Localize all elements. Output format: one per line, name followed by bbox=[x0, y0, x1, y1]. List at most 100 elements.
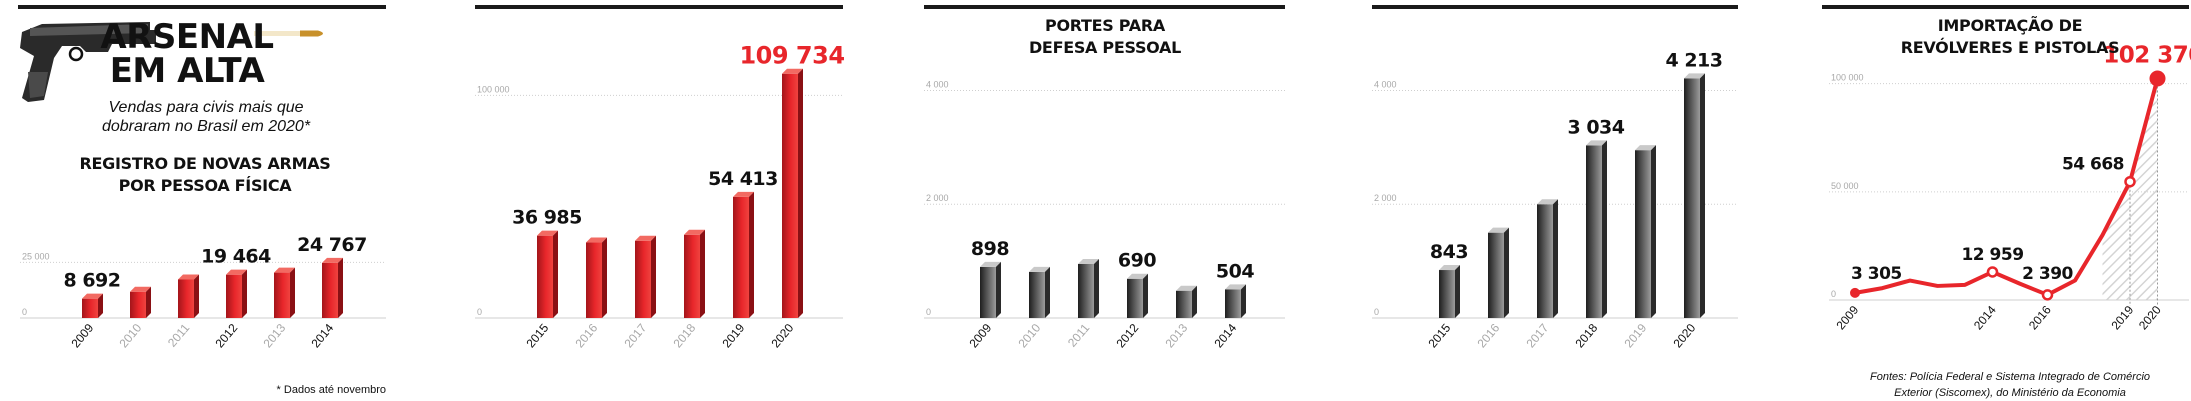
bar-side bbox=[1143, 273, 1148, 318]
y-tick-label: 0 bbox=[477, 307, 482, 317]
x-tick-label: 2013 bbox=[260, 321, 288, 351]
bar bbox=[1439, 265, 1460, 318]
headline: ARSENAL EM ALTA bbox=[92, 20, 282, 88]
bar-top bbox=[1029, 266, 1050, 272]
bar bbox=[635, 235, 656, 318]
bar bbox=[226, 269, 247, 318]
bar-front bbox=[1537, 204, 1553, 318]
bar-front bbox=[178, 279, 194, 318]
data-label: 19 464 bbox=[201, 246, 271, 268]
bar-top bbox=[274, 267, 295, 273]
bar-front bbox=[226, 274, 242, 318]
bar-front bbox=[1176, 290, 1192, 318]
bar-front bbox=[537, 235, 553, 318]
x-tick-label: 2011 bbox=[165, 321, 193, 350]
data-label: 24 767 bbox=[297, 234, 367, 256]
bar-front bbox=[733, 196, 749, 318]
y-tick-label: 100 000 bbox=[1831, 73, 1864, 83]
x-tick-label: 2014 bbox=[308, 321, 336, 351]
bar-front bbox=[782, 73, 798, 319]
bar-side bbox=[1553, 199, 1558, 318]
bar-top bbox=[1488, 227, 1509, 233]
bar bbox=[1225, 284, 1246, 318]
bar-front bbox=[82, 298, 98, 318]
bar-side bbox=[1602, 140, 1607, 318]
data-label: 843 bbox=[1430, 241, 1468, 263]
x-tick-label: 2018 bbox=[1572, 321, 1600, 351]
series-line bbox=[1853, 76, 2160, 297]
bar-side bbox=[996, 261, 1001, 318]
x-tick-label: 2012 bbox=[1113, 321, 1141, 351]
bar-top bbox=[1684, 73, 1705, 79]
bar bbox=[1078, 258, 1099, 318]
panel-3-title: PORTES PARA DEFESA PESSOAL bbox=[1028, 16, 1182, 57]
bar-front bbox=[1684, 78, 1700, 318]
x-tick-label: 2011 bbox=[1065, 321, 1093, 350]
bar bbox=[1537, 199, 1558, 318]
bar-front bbox=[1029, 271, 1045, 318]
sources-note: Fontes: Polícia Federal e Sistema Integr… bbox=[1840, 369, 2180, 401]
y-tick-label: 0 bbox=[926, 307, 931, 317]
bar-top bbox=[586, 237, 607, 243]
bar-side bbox=[749, 191, 754, 318]
bar bbox=[782, 68, 803, 319]
panel-rule bbox=[1822, 5, 2189, 9]
bar bbox=[130, 286, 151, 318]
data-label: 898 bbox=[971, 238, 1009, 260]
data-point bbox=[2124, 175, 2136, 188]
x-tick-label: 2020 bbox=[1670, 321, 1698, 351]
bar bbox=[733, 191, 754, 318]
y-tick-label: 0 bbox=[22, 307, 27, 317]
x-tick-label: 2018 bbox=[670, 321, 698, 351]
data-label: 3 034 bbox=[1568, 116, 1625, 138]
bar-front bbox=[1127, 278, 1143, 318]
bar-side bbox=[242, 269, 247, 318]
data-point bbox=[2041, 289, 2054, 301]
bar bbox=[82, 293, 103, 318]
bar-front bbox=[1078, 263, 1094, 318]
data-label: 12 959 bbox=[1961, 245, 2023, 265]
data-label: 8 692 bbox=[64, 270, 121, 292]
x-tick-label: 2009 bbox=[1833, 303, 1861, 333]
footnote: * Dados até novembro bbox=[276, 384, 386, 396]
bar-front bbox=[684, 234, 700, 318]
panel-rule bbox=[1372, 5, 1738, 9]
y-tick-label: 50 000 bbox=[1831, 181, 1859, 191]
x-tick-label: 2020 bbox=[768, 321, 796, 351]
bar-side bbox=[1094, 258, 1099, 318]
bar bbox=[980, 261, 1001, 318]
bar-top bbox=[1176, 285, 1197, 291]
bar-top bbox=[635, 235, 656, 241]
data-label: 109 734 bbox=[739, 42, 844, 70]
x-tick-label: 2009 bbox=[68, 321, 96, 351]
bar bbox=[178, 274, 199, 318]
panel-rule bbox=[18, 5, 386, 9]
bar-top bbox=[980, 261, 1001, 267]
bar-side bbox=[1455, 265, 1460, 318]
bar-front bbox=[1225, 289, 1241, 318]
bullet-icon bbox=[254, 30, 323, 37]
bar-side bbox=[1504, 227, 1509, 318]
bar bbox=[586, 237, 607, 318]
bar-top bbox=[82, 293, 103, 299]
pistol-icon bbox=[20, 22, 156, 102]
bar-top bbox=[178, 274, 199, 280]
bar-front bbox=[1635, 150, 1651, 318]
bar-front bbox=[274, 272, 290, 318]
x-tick-label: 2014 bbox=[1211, 321, 1239, 351]
subtitle-line-1: Vendas para civis mais que bbox=[108, 99, 304, 116]
bar-top bbox=[1635, 145, 1656, 151]
bar-top bbox=[322, 257, 343, 263]
x-tick-label: 2010 bbox=[1015, 321, 1043, 351]
data-label: 54 668 bbox=[2062, 155, 2124, 175]
bar-front bbox=[980, 266, 996, 318]
bar-top bbox=[1537, 199, 1558, 205]
bar-side bbox=[1241, 284, 1246, 318]
x-tick-label: 2016 bbox=[2026, 303, 2054, 333]
bar bbox=[1127, 273, 1148, 318]
data-point bbox=[2149, 70, 2166, 87]
bar-side bbox=[553, 230, 558, 318]
sources-line-2: Exterior (Siscomex), do Ministério da Ec… bbox=[1894, 387, 2126, 399]
